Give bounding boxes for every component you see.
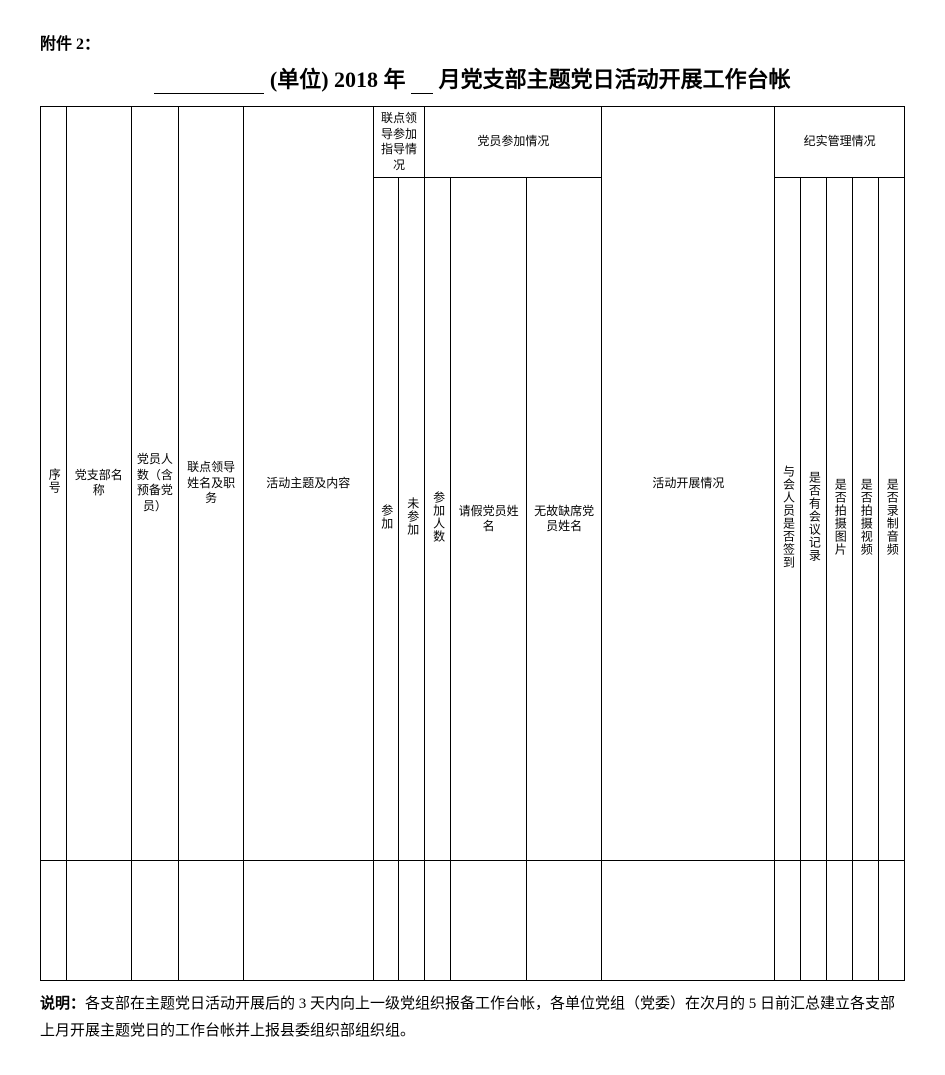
cell-rec-audio[interactable]	[878, 860, 904, 980]
col-contact-attend: 参加	[373, 178, 399, 861]
table-row	[41, 860, 905, 980]
cell-rec-signin[interactable]	[775, 860, 801, 980]
ledger-table: 序号 党支部名称 党员人数（含预备党员） 联点领导姓名及职务 活动主题及内容 联…	[40, 106, 905, 981]
title-prefix: (单位) 2018 年	[270, 67, 406, 92]
cell-rec-minutes[interactable]	[801, 860, 827, 980]
col-participation-group: 党员参加情况	[425, 107, 602, 178]
note-body: 各支部在主题党日活动开展后的 3 天内向上一级党组织报备工作台帐，各单位党组（党…	[40, 996, 895, 1039]
cell-contact-attend[interactable]	[373, 860, 399, 980]
col-seq: 序号	[41, 107, 67, 861]
col-member-count: 党员人数（含预备党员）	[131, 107, 179, 861]
col-record-group: 纪实管理情况	[775, 107, 905, 178]
col-activity-topic: 活动主题及内容	[243, 107, 373, 861]
col-activity-status: 活动开展情况	[602, 107, 775, 861]
col-leave-names: 请假党员姓名	[451, 178, 527, 861]
col-contact-not-attend: 未参加	[399, 178, 425, 861]
cell-member-count[interactable]	[131, 860, 179, 980]
blank-unit[interactable]	[154, 70, 264, 94]
cell-contact-leader[interactable]	[179, 860, 244, 980]
cell-contact-not-attend[interactable]	[399, 860, 425, 980]
blank-month[interactable]	[411, 70, 433, 94]
cell-seq[interactable]	[41, 860, 67, 980]
col-attend-count: 参加人数	[425, 178, 451, 861]
col-rec-photo: 是否拍摄图片	[827, 178, 853, 861]
cell-activity-topic[interactable]	[243, 860, 373, 980]
cell-attend-count[interactable]	[425, 860, 451, 980]
cell-branch-name[interactable]	[66, 860, 131, 980]
col-rec-video: 是否拍摄视频	[852, 178, 878, 861]
col-branch-name: 党支部名称	[66, 107, 131, 861]
title-infix: 月党支部主题党日活动开展工作台帐	[439, 67, 791, 92]
cell-leave-names[interactable]	[451, 860, 527, 980]
cell-activity-status[interactable]	[602, 860, 775, 980]
table-body	[41, 860, 905, 980]
attachment-label: 附件 2：	[40, 30, 905, 54]
cell-rec-video[interactable]	[852, 860, 878, 980]
note-label: 说明：	[40, 996, 85, 1012]
cell-absent-names[interactable]	[526, 860, 602, 980]
col-rec-minutes: 是否有会议记录	[801, 178, 827, 861]
col-contact-leader: 联点领导姓名及职务	[179, 107, 244, 861]
col-rec-audio: 是否录制音频	[878, 178, 904, 861]
col-contact-leader-group: 联点领导参加指导情况	[373, 107, 425, 178]
col-rec-signin: 与会人员是否签到	[775, 178, 801, 861]
note-section: 说明：各支部在主题党日活动开展后的 3 天内向上一级党组织报备工作台帐，各单位党…	[40, 991, 905, 1045]
table-header: 序号 党支部名称 党员人数（含预备党员） 联点领导姓名及职务 活动主题及内容 联…	[41, 107, 905, 861]
col-absent-names: 无故缺席党员姓名	[526, 178, 602, 861]
page-title: (单位) 2018 年 月党支部主题党日活动开展工作台帐	[40, 62, 905, 94]
cell-rec-photo[interactable]	[827, 860, 853, 980]
